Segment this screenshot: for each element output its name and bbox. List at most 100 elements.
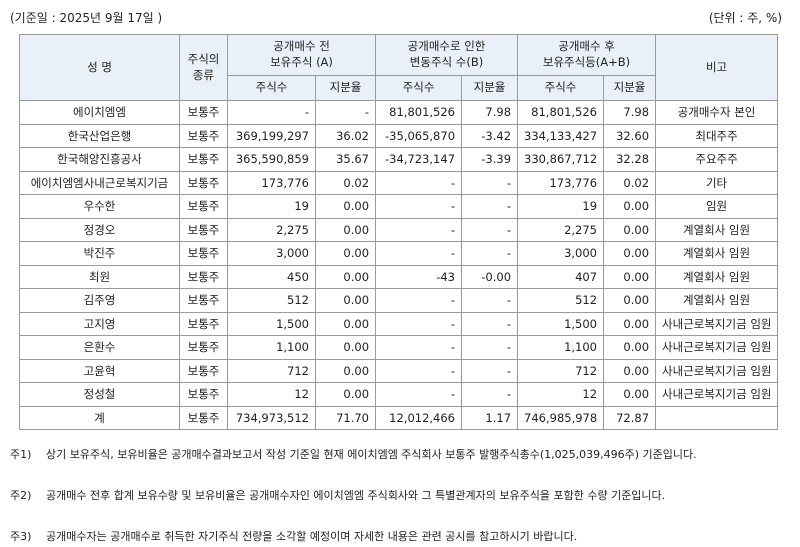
after-shares-cell: 19 [517, 194, 605, 219]
header-stock-type: 주식의 종류 [179, 34, 228, 101]
change-ratio-cell: - [461, 194, 519, 219]
subheader-ratio: 지분율 [314, 75, 377, 101]
after-shares-cell: 330,867,712 [517, 147, 605, 172]
change-shares-cell: -34,723,147 [375, 147, 463, 172]
remarks-cell: 계열회사 임원 [655, 217, 779, 242]
change-shares-cell: 12,012,466 [375, 405, 463, 430]
before-ratio-cell: 0.00 [314, 241, 377, 266]
after-ratio-cell: 0.00 [603, 288, 657, 313]
change-shares-cell: 81,801,526 [375, 100, 463, 125]
change-ratio-cell: - [461, 170, 519, 195]
remarks-cell: 임원 [655, 194, 779, 219]
change-ratio-cell: 1.17 [461, 405, 519, 430]
stock-type-cell: 보통주 [179, 358, 228, 383]
change-ratio-cell: - [461, 358, 519, 383]
before-shares-cell: 450 [227, 264, 316, 289]
stock-type-cell: 보통주 [179, 100, 228, 125]
change-ratio-cell: - [461, 311, 519, 336]
after-shares-cell: 1,500 [517, 311, 605, 336]
change-ratio-cell: -3.39 [461, 147, 519, 172]
holder-name-cell: 에이치엠엠 [19, 100, 180, 125]
table-row: 에이치엠엠사내근로복지기금 보통주 173,776 0.02- -173,776 0.02… [19, 170, 779, 195]
stock-type-cell: 보통주 [179, 405, 228, 430]
holder-name-cell: 계 [19, 405, 180, 430]
remarks-cell: 사내근로복지기금 임원 [655, 382, 779, 407]
after-ratio-cell: 72.87 [603, 405, 657, 430]
change-ratio-cell: 7.98 [461, 100, 519, 125]
table-row: 우수한 보통주 19 0.00- -19 0.00 임원 [19, 194, 779, 219]
change-shares-cell: - [375, 311, 463, 336]
after-ratio-cell: 0.02 [603, 170, 657, 195]
change-ratio-cell: - [461, 335, 519, 360]
subheader-shares: 주식수 [517, 75, 605, 101]
change-ratio-cell: -0.00 [461, 264, 519, 289]
before-ratio-cell: 36.02 [314, 123, 377, 148]
before-ratio-cell: 0.00 [314, 194, 377, 219]
after-shares-cell: 173,776 [517, 170, 605, 195]
change-shares-cell: - [375, 358, 463, 383]
before-ratio-cell: 0.02 [314, 170, 377, 195]
remarks-cell: 사내근로복지기금 임원 [655, 335, 779, 360]
before-shares-cell: 3,000 [227, 241, 316, 266]
remarks-cell: 계열회사 임원 [655, 288, 779, 313]
total-row: 계 보통주 734,973,512 71.70 12,012,466 1.17 746,98… [19, 405, 779, 430]
remarks-cell: 계열회사 임원 [655, 264, 779, 289]
after-ratio-cell: 0.00 [603, 358, 657, 383]
table-row: 정성철 보통주 12 0.00- -12 0.00 사내근로복지기금 임원 [19, 382, 779, 407]
before-ratio-cell: 0.00 [314, 335, 377, 360]
subheader-ratio: 지분율 [603, 75, 657, 101]
stock-type-cell: 보통주 [179, 288, 228, 313]
subheader-shares: 주식수 [227, 75, 316, 101]
after-shares-cell: 512 [517, 288, 605, 313]
stock-type-cell: 보통주 [179, 264, 228, 289]
change-shares-cell: - [375, 170, 463, 195]
after-shares-cell: 407 [517, 264, 605, 289]
holder-name-cell: 고지영 [19, 311, 180, 336]
stock-type-cell: 보통주 [179, 194, 228, 219]
stock-type-cell: 보통주 [179, 382, 228, 407]
change-ratio-cell: -3.42 [461, 123, 519, 148]
after-ratio-cell: 0.00 [603, 382, 657, 407]
stock-type-cell: 보통주 [179, 335, 228, 360]
change-shares-cell: - [375, 194, 463, 219]
before-shares-cell: 712 [227, 358, 316, 383]
table-body: 에이치엠엠 보통주 - -81,801,526 7.98 81,801,526 7.98 공개… [19, 100, 779, 430]
table-row: 은환수 보통주 1,100 0.00- -1,100 0.00 사내근로복지기금 임원 [19, 335, 779, 360]
table-row: 에이치엠엠 보통주 - -81,801,526 7.98 81,801,526 7.98 공개… [19, 100, 779, 125]
unit-label: (단위 : 주, %) [708, 11, 782, 25]
footnote-text: 상기 보유주식, 보유비율은 공개매수결과보고서 작성 기준일 현재 에이치엠엠… [46, 448, 697, 461]
table-row: 고윤혁 보통주 712 0.00- -712 0.00 사내근로복지기금 임원 [19, 358, 779, 383]
after-ratio-cell: 7.98 [603, 100, 657, 125]
before-ratio-cell: 35.67 [314, 147, 377, 172]
after-shares-cell: 2,275 [517, 217, 605, 242]
before-shares-cell: 365,590,859 [227, 147, 316, 172]
before-shares-cell: 369,199,297 [227, 123, 316, 148]
after-shares-cell: 746,985,978 [517, 405, 605, 430]
change-shares-cell: - [375, 241, 463, 266]
remarks-cell: 기타 [655, 170, 779, 195]
holder-name-cell: 고윤혁 [19, 358, 180, 383]
header-change: 공개매수로 인한 변동주식 수(B) [375, 34, 519, 76]
stock-type-cell: 보통주 [179, 123, 228, 148]
footnote: 주1) 상기 보유주식, 보유비율은 공개매수결과보고서 작성 기준일 현재 에이… [10, 446, 697, 462]
table-row: 박진주 보통주 3,000 0.00- -3,000 0.00 계열회사 임원 [19, 241, 779, 266]
change-shares-cell: - [375, 335, 463, 360]
before-ratio-cell: 71.70 [314, 405, 377, 430]
change-shares-cell: - [375, 382, 463, 407]
holder-name-cell: 정성철 [19, 382, 180, 407]
before-shares-cell: - [227, 100, 316, 125]
after-ratio-cell: 0.00 [603, 217, 657, 242]
before-shares-cell: 2,275 [227, 217, 316, 242]
before-ratio-cell: 0.00 [314, 311, 377, 336]
after-ratio-cell: 0.00 [603, 311, 657, 336]
remarks-cell: 계열회사 임원 [655, 241, 779, 266]
after-ratio-cell: 0.00 [603, 194, 657, 219]
header-remarks: 비고 [655, 34, 779, 101]
remarks-cell [655, 405, 779, 430]
footnote-number: 주2) [10, 489, 32, 502]
holder-name-cell: 은환수 [19, 335, 180, 360]
change-shares-cell: -35,065,870 [375, 123, 463, 148]
holder-name-cell: 한국산업은행 [19, 123, 180, 148]
footnote-text: 공개매수 전후 합계 보유수량 및 보유비율은 공개매수자인 에이치엠엠 주식회… [46, 489, 666, 502]
after-shares-cell: 334,133,427 [517, 123, 605, 148]
